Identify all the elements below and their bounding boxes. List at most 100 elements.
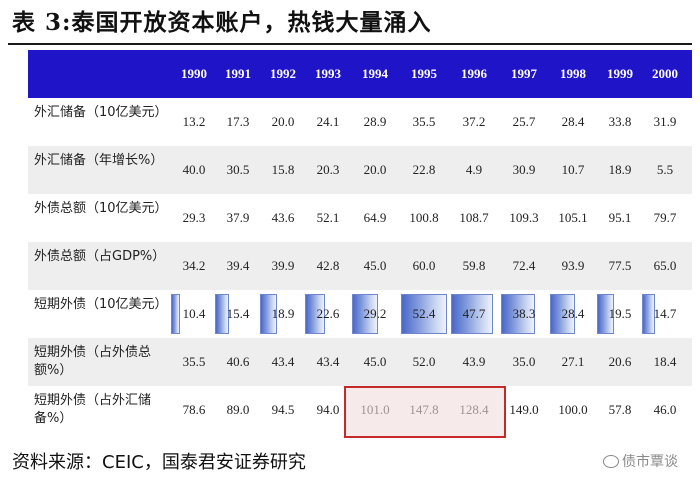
year-header: 2000 [652, 66, 678, 81]
cell-value: 109.3 [509, 210, 539, 225]
wechat-icon [603, 455, 619, 468]
cell-value: 52.4 [412, 306, 436, 321]
cell-value: 89.0 [226, 402, 250, 417]
table-row: 短期外债（10亿美元） 10.4 15.4 18.9 22.6 29.2 52.4 47.7 3… [28, 290, 692, 338]
table-cell: 57.8 [597, 386, 643, 434]
cell-value: 43.9 [462, 354, 486, 369]
table-cell: 94.0 [305, 386, 351, 434]
year-header: 1991 [225, 66, 251, 81]
table-row: 外债总额（占GDP%） 34.2 39.4 39.9 42.8 45.0 60.0 59.8 7… [28, 242, 692, 290]
table-cell: 20.6 [597, 338, 643, 386]
table-cell: 15.8 [260, 146, 306, 194]
cell-value: 149.0 [509, 402, 539, 417]
data-bar [401, 294, 447, 334]
table-cell: 10.7 [550, 146, 596, 194]
data-bar [305, 294, 325, 334]
table-cell: 28.4 [550, 290, 596, 338]
table-cell: 52.0 [401, 338, 447, 386]
table-cell: 15.4 [215, 290, 261, 338]
table-cell: 29.2 [352, 290, 398, 338]
cell-value: 52.1 [316, 210, 340, 225]
table-cell: 60.0 [401, 242, 447, 290]
row-label: 短期外债（10亿美元） [34, 297, 168, 312]
data-bar [260, 294, 277, 334]
table-header: 1990 1991 1992 1993 1994 1995 1996 1997 1998 1999… [28, 50, 692, 98]
row-label: 外汇储备（10亿美元） [34, 105, 168, 120]
cell-value: 28.9 [363, 114, 387, 129]
cell-value: 27.1 [561, 354, 585, 369]
cell-value: 14.7 [653, 306, 677, 321]
cell-value: 52.0 [412, 354, 436, 369]
table-cell: 105.1 [550, 194, 596, 242]
row-label: 短期外债（占外汇储备%） [34, 393, 152, 426]
cell-value: 57.8 [608, 402, 632, 417]
table-cell: 4.9 [451, 146, 497, 194]
cell-value: 40.0 [182, 162, 206, 177]
cell-value: 94.0 [316, 402, 340, 417]
table-cell: 109.3 [501, 194, 547, 242]
cell-value: 18.9 [271, 306, 295, 321]
year-header: 1995 [411, 66, 437, 81]
cell-value: 29.2 [363, 306, 387, 321]
table-cell: 47.7 [451, 290, 497, 338]
year-header: 1996 [461, 66, 487, 81]
table-cell: 95.1 [597, 194, 643, 242]
table-cell: 18.9 [260, 290, 306, 338]
data-bar [451, 294, 493, 334]
cell-value: 22.6 [316, 306, 340, 321]
table-cell: 33.8 [597, 98, 643, 146]
cell-value: 10.4 [182, 306, 206, 321]
data-bar [597, 294, 614, 334]
year-header: 1993 [315, 66, 341, 81]
cell-value: 18.9 [608, 162, 632, 177]
table-cell: 43.4 [260, 338, 306, 386]
table-cell: 20.0 [260, 98, 306, 146]
cell-value: 93.9 [561, 258, 585, 273]
cell-value: 33.8 [608, 114, 632, 129]
table-cell: 40.0 [171, 146, 217, 194]
cell-value: 100.8 [409, 210, 439, 225]
cell-value: 20.0 [271, 114, 295, 129]
table-cell: 78.6 [171, 386, 217, 434]
highlight-box [344, 386, 506, 438]
watermark-text: 债市覃谈 [622, 454, 678, 470]
cell-value: 59.8 [462, 258, 486, 273]
table-cell: 59.8 [451, 242, 497, 290]
table-cell: 28.9 [352, 98, 398, 146]
table-cell: 39.9 [260, 242, 306, 290]
cell-value: 35.5 [412, 114, 436, 129]
year-header: 1990 [181, 66, 207, 81]
cell-value: 17.3 [226, 114, 250, 129]
cell-value: 60.0 [412, 258, 436, 273]
cell-value: 15.4 [226, 306, 250, 321]
table-cell: 72.4 [501, 242, 547, 290]
data-bar [550, 294, 575, 334]
cell-value: 28.4 [561, 306, 585, 321]
table-row: 外债总额（10亿美元） 29.3 37.9 43.6 52.1 64.9 100.8 108.… [28, 194, 692, 242]
row-label: 短期外债（占外债总额%） [34, 345, 152, 378]
cell-value: 100.0 [558, 402, 588, 417]
cell-value: 25.7 [512, 114, 536, 129]
table-cell: 27.1 [550, 338, 596, 386]
table-cell: 13.2 [171, 98, 217, 146]
table-cell: 43.9 [451, 338, 497, 386]
table-cell: 29.3 [171, 194, 217, 242]
cell-value: 45.0 [363, 354, 387, 369]
table-cell: 39.4 [215, 242, 261, 290]
cell-value: 35.5 [182, 354, 206, 369]
table-cell: 19.5 [597, 290, 643, 338]
table-cell: 100.0 [550, 386, 596, 434]
table-cell: 42.8 [305, 242, 351, 290]
table-cell: 94.5 [260, 386, 306, 434]
cell-value: 78.6 [182, 402, 206, 417]
table-cell: 20.3 [305, 146, 351, 194]
cell-value: 65.0 [653, 258, 677, 273]
cell-value: 20.0 [363, 162, 387, 177]
table-cell: 30.9 [501, 146, 547, 194]
table-cell: 43.6 [260, 194, 306, 242]
year-header: 1999 [607, 66, 633, 81]
cell-value: 38.3 [512, 306, 536, 321]
table-cell: 77.5 [597, 242, 643, 290]
table-cell: 10.4 [171, 290, 217, 338]
cell-value: 43.6 [271, 210, 295, 225]
